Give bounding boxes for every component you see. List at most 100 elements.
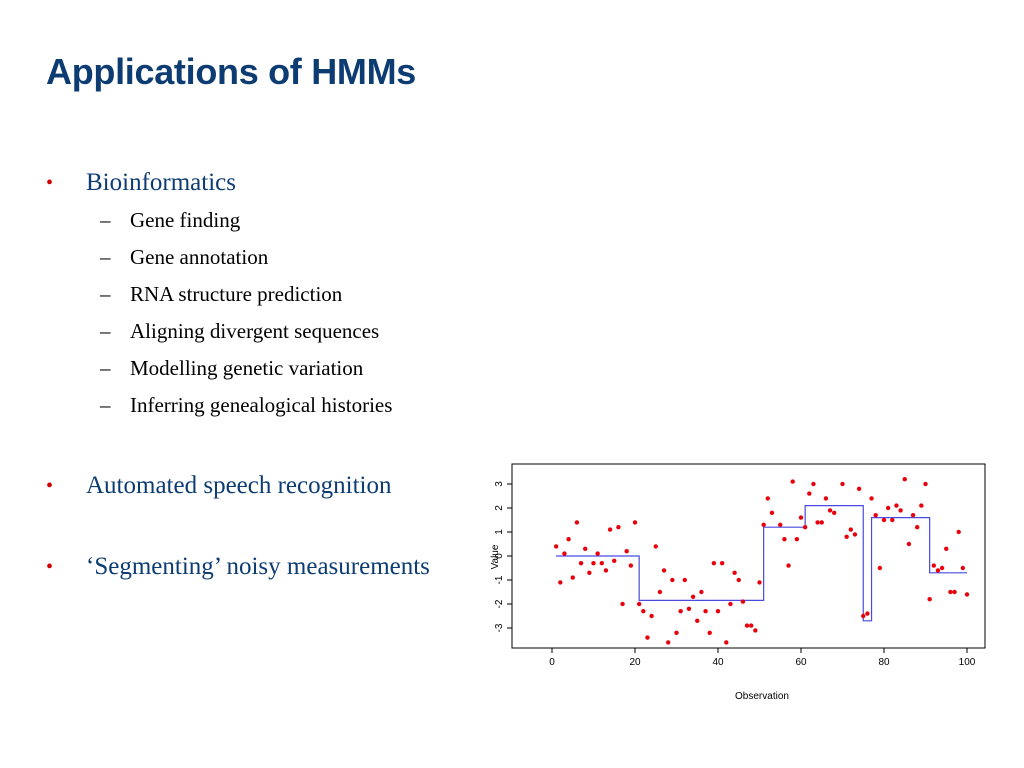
data-point bbox=[678, 609, 683, 614]
data-point bbox=[616, 525, 621, 530]
data-point bbox=[956, 529, 961, 535]
segment-step-line bbox=[556, 505, 967, 622]
data-point bbox=[699, 589, 704, 595]
data-point bbox=[612, 558, 617, 563]
data-point bbox=[844, 534, 849, 539]
x-tick-label: 0 bbox=[549, 657, 555, 668]
data-point bbox=[558, 580, 563, 585]
x-tick-label: 60 bbox=[795, 657, 807, 668]
data-point bbox=[690, 594, 696, 599]
data-point bbox=[898, 508, 903, 513]
data-point bbox=[919, 503, 924, 508]
data-point bbox=[890, 517, 895, 523]
data-point bbox=[566, 537, 571, 542]
y-tick-label: -2 bbox=[494, 599, 505, 608]
data-point bbox=[861, 613, 866, 619]
sub-bullet-label: Inferring genealogical histories bbox=[130, 393, 393, 417]
bullet-dot-icon: • bbox=[46, 475, 54, 497]
sub-bullet-label: Gene finding bbox=[130, 208, 241, 232]
data-point bbox=[765, 496, 770, 501]
data-point bbox=[964, 592, 970, 597]
dash-icon: – bbox=[100, 245, 111, 269]
data-point bbox=[877, 565, 883, 571]
data-point bbox=[815, 520, 820, 525]
sub-bullet-label: Modelling genetic variation bbox=[130, 356, 364, 380]
dash-icon: – bbox=[100, 356, 111, 380]
y-tick-label: -1 bbox=[494, 575, 505, 584]
slide-title: Applications of HMMs bbox=[46, 51, 416, 92]
data-point bbox=[749, 623, 754, 628]
data-point bbox=[807, 491, 812, 496]
data-point bbox=[732, 570, 737, 575]
data-point bbox=[686, 606, 692, 611]
data-point bbox=[927, 597, 932, 602]
data-point bbox=[587, 570, 592, 575]
bullet-label: Automated speech recognition bbox=[86, 472, 392, 499]
bullet-segmenting: • ‘Segmenting’ noisy measurements bbox=[46, 552, 430, 582]
data-point bbox=[881, 517, 887, 523]
data-point bbox=[802, 525, 808, 530]
data-point bbox=[553, 544, 559, 549]
data-point bbox=[653, 544, 658, 549]
bullet-speech: • Automated speech recognition bbox=[46, 471, 392, 501]
data-point bbox=[761, 522, 766, 527]
sub-bullet: – Inferring genealogical histories bbox=[100, 392, 393, 418]
y-axis: -3 -2 -1 0 1 2 3 bbox=[494, 481, 512, 632]
data-point bbox=[578, 561, 584, 566]
x-tick-label: 100 bbox=[959, 657, 976, 668]
data-point bbox=[906, 541, 912, 547]
bullet-label: Bioinformatics bbox=[86, 169, 236, 196]
data-point bbox=[840, 481, 845, 487]
data-point bbox=[641, 609, 646, 614]
bullet-dot-icon: • bbox=[46, 556, 54, 578]
sub-bullet: – Gene annotation bbox=[100, 244, 268, 270]
data-point bbox=[910, 513, 916, 518]
data-point bbox=[707, 630, 712, 635]
data-point bbox=[562, 551, 567, 556]
data-point bbox=[902, 477, 907, 482]
data-point bbox=[703, 609, 708, 614]
data-point bbox=[595, 551, 600, 556]
data-point bbox=[628, 563, 634, 568]
segment-line-group bbox=[556, 505, 967, 622]
data-point bbox=[715, 609, 721, 614]
x-tick-label: 80 bbox=[878, 657, 890, 668]
data-point bbox=[719, 561, 725, 566]
data-point bbox=[865, 611, 870, 616]
data-point bbox=[952, 589, 957, 595]
data-point bbox=[794, 537, 800, 542]
dash-icon: – bbox=[100, 319, 111, 343]
data-point bbox=[624, 549, 629, 554]
data-point-group bbox=[553, 477, 970, 645]
dash-icon: – bbox=[100, 282, 111, 306]
data-point bbox=[603, 568, 609, 573]
data-point bbox=[736, 577, 741, 583]
data-point bbox=[649, 613, 654, 619]
data-point bbox=[724, 640, 729, 645]
data-point bbox=[670, 577, 675, 583]
data-point bbox=[832, 510, 837, 515]
y-tick-label: 0 bbox=[494, 553, 505, 559]
data-point bbox=[657, 589, 663, 595]
data-point bbox=[753, 628, 758, 633]
data-point bbox=[894, 503, 899, 508]
data-point bbox=[769, 510, 775, 515]
y-tick-label: 1 bbox=[494, 529, 505, 535]
x-tick-label: 20 bbox=[629, 657, 641, 668]
data-point bbox=[790, 479, 795, 484]
data-point bbox=[778, 522, 783, 527]
data-point bbox=[574, 520, 580, 525]
data-point bbox=[740, 599, 746, 604]
data-point bbox=[728, 601, 733, 607]
y-tick-label: -3 bbox=[494, 623, 505, 632]
data-point bbox=[711, 561, 717, 566]
y-tick-label: 2 bbox=[494, 505, 505, 511]
data-point bbox=[620, 601, 625, 607]
data-point bbox=[811, 481, 816, 487]
sub-bullet: – Gene finding bbox=[100, 207, 241, 233]
bullet-label: ‘Segmenting’ noisy measurements bbox=[86, 553, 430, 580]
dash-icon: – bbox=[100, 393, 111, 417]
data-point bbox=[931, 563, 936, 568]
data-point bbox=[583, 546, 588, 551]
data-point bbox=[757, 580, 762, 585]
